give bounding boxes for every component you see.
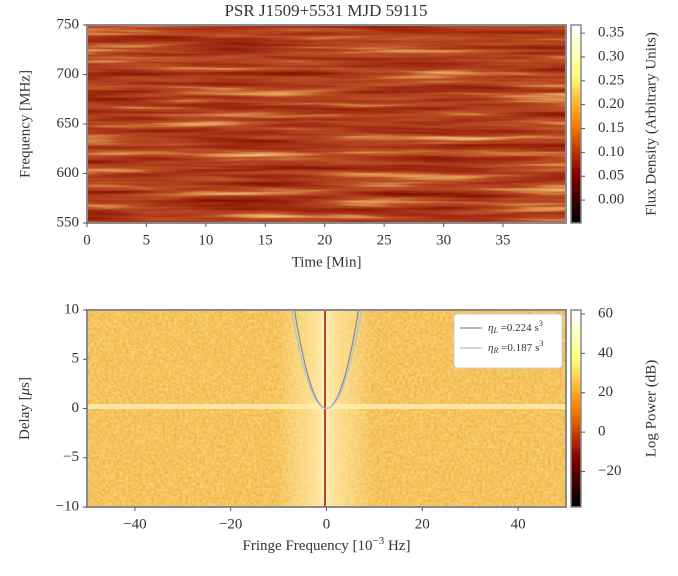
colorbar-tick-label: 0 xyxy=(598,424,606,440)
y-tick-label: 0 xyxy=(72,400,80,416)
x-axis-label: Time [Min] xyxy=(292,254,362,270)
x-tick-label: 10 xyxy=(198,232,213,248)
colorbar-tick-label: 0.35 xyxy=(598,25,624,41)
legend-unit: s xyxy=(535,342,539,354)
colorbar-tick-label: 0.30 xyxy=(598,48,624,64)
legend-entry: ηL =0.224 s3 xyxy=(488,319,543,335)
colorbar xyxy=(570,24,582,224)
x-tick-label: 20 xyxy=(317,232,332,248)
y-axis-label-part: s] xyxy=(17,377,33,388)
x-tick-label: 0 xyxy=(83,232,91,248)
y-tick-label: 550 xyxy=(57,214,80,230)
colorbar-tick-label: 0.20 xyxy=(598,96,624,112)
legend-sub: L xyxy=(492,326,498,335)
legend-symbol: η xyxy=(488,322,493,334)
legend-value: 0.187 xyxy=(507,342,532,354)
legend-sep: = xyxy=(498,322,507,334)
x-tick-label: 0 xyxy=(323,516,331,532)
legend-symbol: η xyxy=(488,342,493,354)
legend-sub: R xyxy=(492,346,498,355)
y-axis-label-italic: μ xyxy=(17,387,33,396)
x-tick-label: 5 xyxy=(143,232,151,248)
colorbar-tick-label: 20 xyxy=(598,384,613,400)
arc-curve xyxy=(290,310,363,410)
y-axis-label: Delay [μs] xyxy=(17,377,33,440)
legend-unit-exp: 3 xyxy=(539,319,543,328)
colorbar-tick-label: 0.00 xyxy=(598,192,624,208)
colorbar-tick-label: 40 xyxy=(598,345,613,361)
colorbar-tick-label: 0.10 xyxy=(598,144,624,160)
y-tick-label: −10 xyxy=(56,498,79,514)
colorbar-tick-label: 60 xyxy=(598,305,613,321)
colorbar-label: Log Power (dB) xyxy=(643,360,659,458)
legend-value: 0.224 xyxy=(507,322,532,334)
y-axis-label: Frequency [MHz] xyxy=(17,70,33,178)
colorbar-tick-label: 0.05 xyxy=(598,168,624,184)
chart-title: PSR J1509+5531 MJD 59115 xyxy=(224,1,427,20)
colorbar xyxy=(570,309,582,508)
x-tick-label: 20 xyxy=(415,516,430,532)
colorbar-tick-label: −20 xyxy=(598,463,621,479)
x-tick-label: 40 xyxy=(511,516,526,532)
legend-sep: = xyxy=(498,342,507,354)
legend-unit-exp: 3 xyxy=(539,339,543,348)
x-tick-label: 15 xyxy=(258,232,273,248)
colorbar-tick-label: 0.15 xyxy=(598,120,624,136)
heatmap xyxy=(87,25,566,223)
y-tick-label: 10 xyxy=(64,301,79,317)
legend-entry: ηR =0.187 s3 xyxy=(488,339,543,355)
y-tick-label: 700 xyxy=(57,66,80,82)
x-tick-label: 30 xyxy=(436,232,451,248)
x-tick-label: 25 xyxy=(377,232,392,248)
y-tick-label: 650 xyxy=(57,115,80,131)
y-tick-label: 5 xyxy=(72,351,80,367)
x-axis-label-sup: −3 xyxy=(373,535,385,547)
legend-unit: s xyxy=(535,322,539,334)
y-axis-label-part: Delay [ xyxy=(17,395,33,440)
x-tick-label: 35 xyxy=(496,232,511,248)
y-tick-label: 600 xyxy=(57,165,80,181)
x-tick-label: −40 xyxy=(123,516,146,532)
colorbar-tick-label: 0.25 xyxy=(598,72,624,88)
x-axis-label-part: Hz] xyxy=(384,538,410,554)
x-tick-label: −20 xyxy=(219,516,242,532)
y-tick-label: −5 xyxy=(63,449,79,465)
colorbar-label: Flux Density (Arbitrary Units) xyxy=(643,32,659,216)
x-axis-label: Fringe Frequency [10−3 Hz] xyxy=(243,535,411,555)
y-tick-label: 750 xyxy=(57,16,80,32)
zero-delay-ridge xyxy=(87,404,566,409)
x-axis-label-part: Fringe Frequency [10 xyxy=(243,538,373,554)
